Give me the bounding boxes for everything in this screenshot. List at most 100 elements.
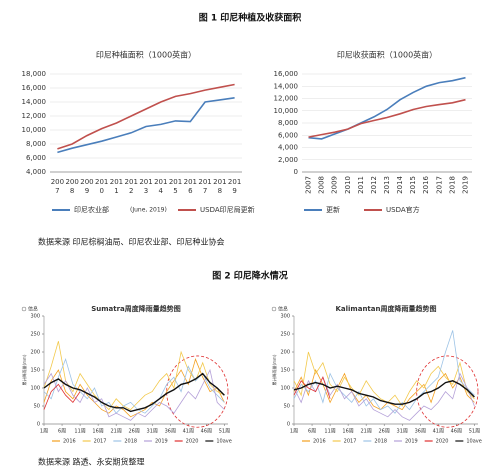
y-tick-label: 0 — [37, 422, 40, 428]
y-tick-label: 4,000 — [26, 168, 46, 176]
x-tick-label: 2012 — [370, 176, 378, 194]
y-tick-label: 12,000 — [274, 95, 299, 103]
legend-label: USDA印尼局更新 — [200, 205, 255, 214]
x-tick-label: 31周 — [147, 429, 158, 435]
highlight-ellipse — [416, 355, 479, 428]
y-tick-label: 14,000 — [22, 98, 47, 106]
y-tick-label: 18,000 — [22, 70, 47, 78]
legend-label: 2018 — [124, 439, 137, 445]
x-tick-label: 21周 — [110, 429, 121, 435]
series-line — [43, 372, 225, 413]
y-tick-label: 200 — [30, 350, 40, 356]
legend-label: 2017 — [344, 439, 357, 445]
series-line — [293, 330, 475, 414]
series-line — [43, 341, 225, 411]
x-tick-label: 2017 — [435, 176, 443, 194]
x-tick-label: 36周 — [165, 429, 176, 435]
chart-title: Kalimantan周度降雨量趋势图 — [335, 304, 436, 313]
y-tick-label: 10,000 — [22, 126, 47, 134]
legend-label: 2016 — [313, 439, 326, 445]
chart-title: 印尼种植面积（1000英亩） — [96, 50, 196, 60]
x-tick-label: 1周 — [290, 429, 298, 435]
series-line — [57, 83, 235, 150]
x-tick-label: 2008 — [318, 176, 326, 194]
legend-label: 2017 — [94, 439, 107, 445]
y-tick-label: 300 — [30, 314, 40, 320]
y-tick-label: 250 — [30, 332, 40, 338]
x-tick-label: 2014 — [396, 175, 404, 193]
x-tick-label: 2010 — [344, 176, 352, 194]
y-tick-label: 12,000 — [22, 112, 47, 120]
legend-label: 印尼农业部 — [74, 205, 109, 214]
y-tick-label: 100 — [30, 386, 40, 392]
figure-title: 图 1 印尼种植及收获面积 — [199, 12, 302, 24]
x-tick-label: 31周 — [397, 429, 408, 435]
x-tick-label: 26周 — [379, 429, 390, 435]
x-tick-label: 36周 — [415, 429, 426, 435]
x-tick-label: 2007 — [305, 176, 313, 194]
series-line — [308, 98, 466, 138]
x-tick-label: 2011 — [357, 176, 365, 194]
y-tick-label: 50 — [34, 404, 40, 410]
chart-title: Sumatra周度降雨量趋势图 — [91, 304, 181, 313]
badge-icon — [21, 306, 27, 312]
x-tick-label: 41周 — [183, 429, 194, 435]
series-line — [43, 357, 225, 418]
y-tick-label: 8,000 — [278, 119, 298, 127]
legend-label: 2019 — [155, 439, 168, 445]
x-tick-label: 16周 — [92, 429, 103, 435]
y-tick-label: 0 — [287, 422, 290, 428]
x-tick-label: 11周 — [74, 429, 85, 435]
legend-label: 2018 — [374, 439, 387, 445]
x-tick-label: 51周 — [219, 429, 230, 435]
x-tick-label: 41周 — [433, 429, 444, 435]
legend-label: 2016 — [63, 439, 76, 445]
legend-label: 10ave — [466, 439, 481, 445]
series-line — [57, 97, 235, 154]
y-tick-label: 6,000 — [26, 154, 46, 162]
badge: 信息 — [278, 306, 288, 313]
series-line — [43, 357, 225, 414]
x-tick-label: 6周 — [308, 429, 316, 435]
legend-label: 更新 — [326, 205, 340, 214]
legend-label: 2020 — [436, 439, 449, 445]
legend-label: 2020 — [186, 439, 199, 445]
legend-label: USDA官方 — [386, 205, 420, 214]
highlight-ellipse — [166, 355, 229, 428]
y-tick-label: 300 — [280, 314, 290, 320]
y-tick-label: 16,000 — [22, 84, 47, 92]
y-tick-label: 8,000 — [26, 140, 46, 148]
series-line — [293, 380, 475, 405]
x-tick-label: 51周 — [469, 429, 480, 435]
x-tick-label: 2018 — [448, 176, 456, 194]
y-tick-label: 100 — [280, 386, 290, 392]
y-tick-label: 150 — [280, 368, 290, 374]
y-tick-label: 6,000 — [278, 131, 298, 139]
x-tick-label: 46周 — [451, 429, 462, 435]
x-tick-label: 6周 — [58, 429, 66, 435]
x-tick-label: 2016 — [422, 175, 430, 193]
series-line — [308, 76, 466, 140]
series-line — [293, 376, 331, 399]
y-tick-label: 14,000 — [274, 82, 299, 90]
series-line — [293, 368, 475, 411]
x-tick-label: 2013 — [383, 176, 391, 194]
series-line — [293, 351, 475, 407]
y-tick-label: 150 — [30, 368, 40, 374]
source-note: 数据来源 路透、永安期货整理 — [38, 457, 145, 467]
y-tick-label: 4,000 — [278, 144, 298, 152]
